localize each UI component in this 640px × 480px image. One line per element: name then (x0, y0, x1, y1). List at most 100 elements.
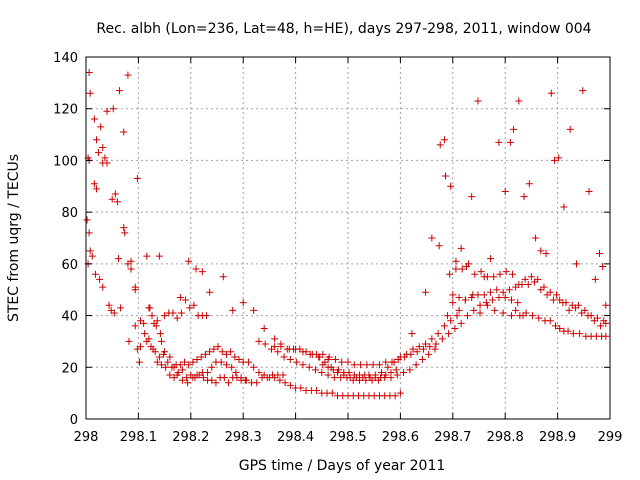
data-point (319, 350, 327, 358)
x-tick-label: 298.2 (172, 430, 209, 445)
data-point (214, 343, 222, 351)
data-point (157, 337, 165, 345)
data-point (318, 368, 326, 376)
data-point (483, 273, 491, 281)
data-point (271, 374, 279, 382)
data-point (271, 335, 279, 343)
data-point (88, 252, 96, 260)
data-point (124, 260, 132, 268)
data-point (109, 105, 117, 113)
data-point (495, 138, 503, 146)
y-tick-label: 120 (53, 103, 78, 118)
x-tick-label: 298 (74, 430, 99, 445)
data-point (457, 319, 465, 327)
data-point (382, 371, 390, 379)
x-tick-label: 298.1 (120, 430, 157, 445)
data-point (499, 309, 507, 317)
data-point (178, 366, 186, 374)
data-point (99, 283, 107, 291)
data-point (145, 304, 153, 312)
data-point (597, 322, 605, 330)
data-point (465, 260, 473, 268)
data-point (600, 317, 608, 325)
data-point (157, 361, 165, 369)
data-point (510, 125, 518, 133)
data-point (491, 306, 499, 314)
y-tick-label: 140 (53, 51, 78, 66)
data-point (490, 273, 498, 281)
axis-ticks (85, 56, 611, 420)
data-point (415, 343, 423, 351)
y-tick-label: 60 (61, 258, 78, 273)
data-point (85, 229, 93, 237)
data-point (324, 371, 332, 379)
data-point (212, 379, 220, 387)
data-point (543, 291, 551, 299)
data-point (197, 353, 205, 361)
data-point (312, 366, 320, 374)
data-point (457, 244, 465, 252)
data-points (83, 69, 610, 400)
data-point (552, 322, 560, 330)
data-point (173, 371, 181, 379)
data-point (319, 361, 327, 369)
data-point (133, 175, 141, 183)
data-point (495, 293, 503, 301)
data-point (471, 270, 479, 278)
data-point (121, 229, 129, 237)
data-point (255, 368, 263, 376)
data-point (184, 379, 192, 387)
data-point (229, 306, 237, 314)
data-point (239, 299, 247, 307)
data-point (400, 368, 408, 376)
data-point (325, 353, 333, 361)
data-point (277, 343, 285, 351)
y-tick-label: 100 (53, 154, 78, 169)
data-point (528, 312, 536, 320)
data-point (90, 180, 98, 188)
data-point (116, 87, 124, 95)
data-point (178, 376, 186, 384)
data-point (428, 335, 436, 343)
data-point (480, 291, 488, 299)
data-point (201, 350, 209, 358)
data-point (260, 325, 268, 332)
data-point (396, 389, 404, 397)
data-point (350, 361, 358, 369)
data-point (280, 353, 288, 361)
data-point (345, 368, 353, 376)
data-point (250, 363, 258, 371)
data-point (452, 257, 460, 265)
data-point (527, 273, 535, 281)
data-point (409, 345, 417, 353)
data-point (436, 141, 444, 149)
data-point (384, 363, 392, 371)
data-point (357, 361, 365, 369)
data-point (520, 193, 528, 201)
data-point (111, 190, 119, 198)
data-point (176, 293, 184, 301)
data-point (535, 314, 543, 322)
data-point (253, 379, 261, 387)
data-point (210, 345, 218, 353)
data-point (542, 250, 550, 258)
data-point (206, 348, 214, 356)
data-point (388, 358, 396, 366)
x-tick-label: 298.9 (539, 430, 576, 445)
data-point (153, 317, 161, 325)
data-point (546, 317, 554, 325)
data-point (568, 301, 576, 309)
data-point (83, 216, 91, 224)
data-point (455, 293, 463, 301)
data-point (369, 361, 377, 369)
data-point (250, 306, 258, 314)
data-point (446, 270, 454, 278)
data-point (92, 185, 100, 193)
data-point (281, 379, 289, 387)
data-point (166, 353, 174, 361)
data-point (449, 299, 457, 307)
data-point (412, 361, 420, 369)
data-point (114, 255, 122, 263)
data-point (506, 138, 514, 146)
data-point (382, 358, 390, 366)
